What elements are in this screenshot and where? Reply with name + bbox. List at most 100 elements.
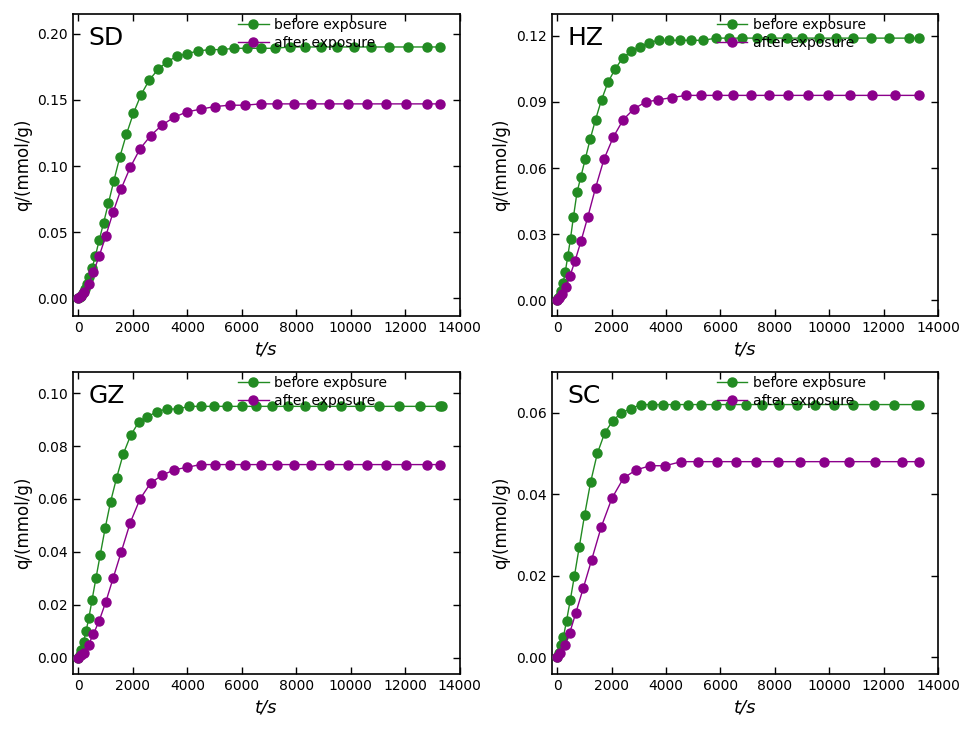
after exposure xyxy=(896,457,908,466)
before exposure xyxy=(73,294,85,303)
Line: after exposure: after exposure xyxy=(74,99,445,303)
after exposure xyxy=(145,479,157,488)
before exposure xyxy=(299,402,311,411)
before exposure xyxy=(152,65,164,74)
before exposure xyxy=(143,76,155,85)
before exposure xyxy=(434,402,446,411)
before exposure xyxy=(183,402,195,411)
after exposure xyxy=(100,598,112,607)
before exposure xyxy=(421,42,432,51)
after exposure xyxy=(553,293,565,302)
after exposure xyxy=(79,288,91,296)
before exposure xyxy=(555,641,567,650)
before exposure xyxy=(657,400,669,409)
after exposure xyxy=(914,457,925,466)
after exposure xyxy=(869,457,880,466)
before exposure xyxy=(216,45,228,54)
before exposure xyxy=(373,402,385,411)
Line: before exposure: before exposure xyxy=(74,42,445,303)
before exposure xyxy=(791,400,803,409)
before exposure xyxy=(589,115,601,124)
after exposure xyxy=(843,457,855,466)
before exposure xyxy=(736,34,748,42)
after exposure xyxy=(94,616,105,625)
before exposure xyxy=(87,264,98,272)
after exposure xyxy=(434,460,446,469)
X-axis label: t/s: t/s xyxy=(733,698,756,716)
after exposure xyxy=(73,653,85,662)
before exposure xyxy=(575,172,586,181)
after exposure xyxy=(88,268,99,277)
after exposure xyxy=(711,91,723,100)
after exposure xyxy=(100,232,112,241)
after exposure xyxy=(145,131,157,140)
after exposure xyxy=(94,252,105,261)
Line: after exposure: after exposure xyxy=(552,457,923,662)
before exposure xyxy=(710,400,722,409)
after exposure xyxy=(323,99,335,108)
before exposure xyxy=(102,199,114,207)
after exposure xyxy=(75,291,87,300)
Y-axis label: q/(mmol/g): q/(mmol/g) xyxy=(493,118,510,211)
after exposure xyxy=(360,99,372,108)
before exposure xyxy=(242,44,253,53)
before exposure xyxy=(695,400,707,409)
after exposure xyxy=(772,457,784,466)
Line: before exposure: before exposure xyxy=(74,402,447,662)
before exposure xyxy=(697,36,709,45)
after exposure xyxy=(288,460,300,469)
before exposure xyxy=(84,273,95,282)
before exposure xyxy=(616,408,627,417)
before exposure xyxy=(283,42,295,51)
Text: HZ: HZ xyxy=(567,26,603,50)
before exposure xyxy=(255,44,267,53)
after exposure xyxy=(224,101,236,110)
after exposure xyxy=(763,91,774,100)
before exposure xyxy=(574,543,585,552)
Line: after exposure: after exposure xyxy=(552,91,923,304)
after exposure xyxy=(560,283,572,291)
after exposure xyxy=(239,101,250,110)
before exposure xyxy=(132,418,144,426)
before exposure xyxy=(365,42,377,51)
before exposure xyxy=(625,47,637,55)
before exposure xyxy=(354,402,365,411)
after exposure xyxy=(795,457,806,466)
before exposure xyxy=(888,400,900,409)
after exposure xyxy=(589,183,601,192)
before exposure xyxy=(584,477,596,486)
before exposure xyxy=(669,400,681,409)
after exposure xyxy=(239,460,250,469)
before exposure xyxy=(436,402,448,411)
after exposure xyxy=(554,649,566,658)
before exposure xyxy=(596,96,608,104)
before exposure xyxy=(710,34,722,42)
after exposure xyxy=(653,96,664,104)
after exposure xyxy=(255,460,267,469)
before exposure xyxy=(87,595,98,604)
before exposure xyxy=(162,57,173,66)
before exposure xyxy=(646,400,657,409)
after exposure xyxy=(582,212,594,221)
before exposure xyxy=(434,42,446,51)
before exposure xyxy=(114,153,126,161)
before exposure xyxy=(97,218,109,227)
after exposure xyxy=(342,460,354,469)
after exposure xyxy=(889,91,901,100)
before exposure xyxy=(121,130,132,139)
after exposure xyxy=(666,93,678,102)
after exposure xyxy=(608,133,619,142)
after exposure xyxy=(115,548,127,556)
before exposure xyxy=(781,34,793,42)
after exposure xyxy=(551,296,563,304)
before exposure xyxy=(599,429,611,437)
X-axis label: t/s: t/s xyxy=(255,340,278,358)
before exposure xyxy=(79,285,91,293)
before exposure xyxy=(602,78,614,87)
Line: after exposure: after exposure xyxy=(74,460,445,662)
after exposure xyxy=(844,91,856,100)
after exposure xyxy=(255,99,267,108)
after exposure xyxy=(618,115,629,124)
before exposure xyxy=(74,293,86,301)
Y-axis label: q/(mmol/g): q/(mmol/g) xyxy=(14,477,32,569)
